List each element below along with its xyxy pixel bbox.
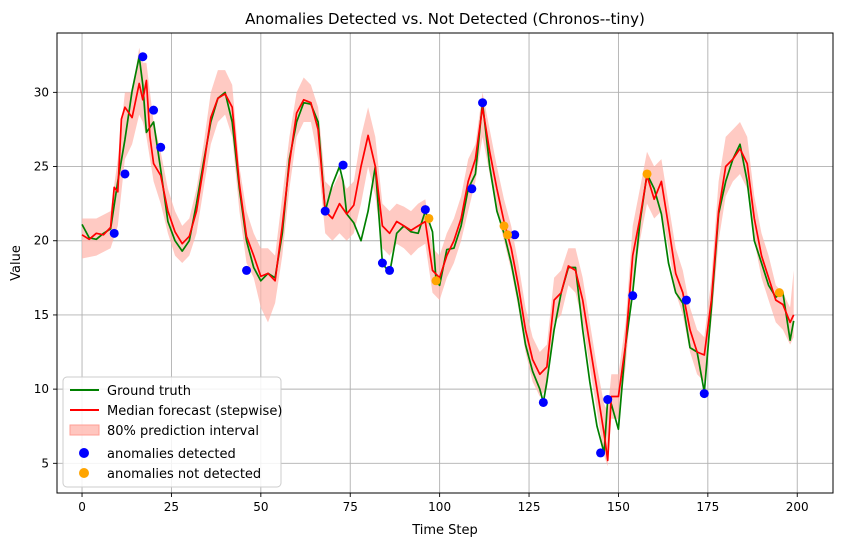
anomaly-not-detected-point — [642, 169, 652, 179]
anomaly-detected-point — [538, 397, 548, 407]
legend-label-median: Median forecast (stepwise) — [107, 404, 282, 419]
legend-item-median: Median forecast (stepwise) — [70, 404, 282, 419]
legend-label-ground-truth: Ground truth — [107, 384, 191, 399]
plot-frame — [56, 32, 834, 494]
legend-item-detected: anomalies detected — [79, 447, 236, 462]
anomaly-detected-point — [478, 98, 488, 108]
legend-item-ground-truth: Ground truth — [70, 384, 191, 399]
y-axis-label: Value — [9, 245, 24, 281]
chart-title: Anomalies Detected vs. Not Detected (Chr… — [245, 10, 645, 28]
x-tick-label: 175 — [696, 500, 719, 514]
legend-item-interval: 80% prediction interval — [69, 424, 259, 439]
anomaly-detected-point — [420, 205, 430, 215]
y-tick-label: 30 — [34, 85, 49, 99]
anomaly-not-detected-point — [774, 288, 784, 298]
anomaly-detected-point — [510, 230, 520, 240]
anomaly-not-detected-point — [424, 213, 434, 223]
legend-box — [62, 376, 282, 488]
y-tick-label: 15 — [34, 308, 49, 322]
anomaly-detected-point — [377, 258, 387, 268]
x-axis-label: Time Step — [411, 523, 478, 538]
anomaly-detected-point — [699, 389, 709, 399]
anomaly-detected-point — [109, 228, 119, 238]
y-tick-label: 20 — [34, 234, 49, 248]
anomaly-detected-point — [467, 184, 477, 194]
anomaly-detected-point — [149, 105, 159, 115]
legend-swatch-detected — [79, 448, 89, 458]
anomaly-detected-point — [320, 206, 330, 216]
legend-label-detected: anomalies detected — [107, 447, 236, 462]
legend: Ground truth Median forecast (stepwise) … — [62, 376, 282, 488]
y-tick-label: 25 — [34, 160, 49, 174]
interval-layer — [82, 47, 794, 467]
x-tick-label: 75 — [343, 500, 358, 514]
legend-swatch-not-detected — [79, 468, 89, 478]
anomaly-detected-point — [596, 448, 606, 458]
anomaly-detected-point — [385, 265, 395, 275]
anomaly-not-detected-point — [503, 230, 513, 240]
x-tick-label: 25 — [164, 500, 179, 514]
median-forecast-line — [81, 79, 795, 462]
anomaly-not-detected-point — [499, 221, 509, 231]
x-tick-label: 50 — [253, 500, 268, 514]
anomaly-detected-point — [138, 52, 148, 62]
x-tick-label: 200 — [786, 500, 809, 514]
anomaly-detected-point — [603, 395, 613, 405]
anomaly-not-detected-point — [431, 276, 441, 286]
legend-swatch-interval — [69, 424, 100, 436]
anomaly-detected-point — [242, 265, 252, 275]
prediction-interval-band — [82, 47, 794, 467]
legend-label-not-detected: anomalies not detected — [107, 467, 261, 482]
x-tick-label: 150 — [607, 500, 630, 514]
x-tick-label: 0 — [78, 500, 86, 514]
points-layer — [109, 52, 784, 458]
x-axis-ticks: 0 25 50 75 100 125 150 175 200 — [78, 493, 809, 514]
anomaly-detected-point — [681, 295, 691, 305]
y-tick-label: 5 — [41, 456, 49, 470]
y-tick-label: 10 — [34, 382, 49, 396]
x-tick-label: 100 — [428, 500, 451, 514]
anomaly-detected-point — [156, 142, 166, 152]
anomaly-detected-point — [120, 169, 130, 179]
y-axis-ticks: 5 10 15 20 25 30 — [34, 85, 57, 470]
anomaly-detected-point — [628, 291, 638, 301]
legend-item-not-detected: anomalies not detected — [79, 467, 261, 482]
x-tick-label: 125 — [518, 500, 541, 514]
anomaly-detected-point — [338, 160, 348, 170]
legend-label-interval: 80% prediction interval — [107, 424, 259, 439]
